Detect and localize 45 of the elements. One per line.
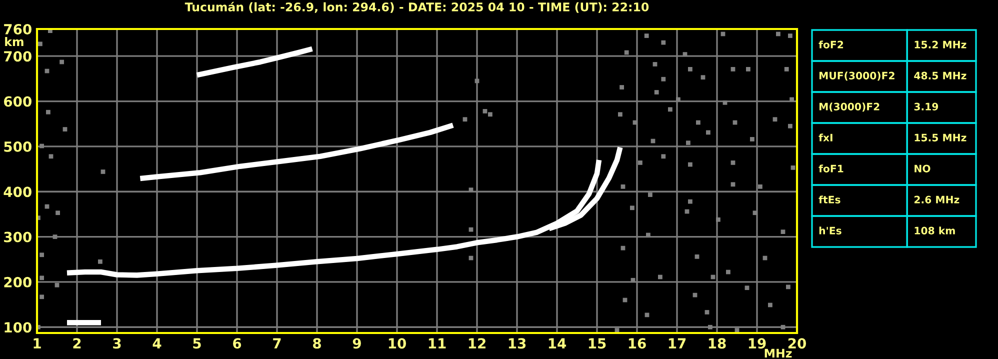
x-tick-label: 20 [788, 338, 806, 349]
x-tick-label: 14 [548, 338, 566, 348]
text: NO [914, 164, 930, 172]
text: ftEs [818, 196, 840, 204]
x-tick-label: 4 [152, 338, 162, 348]
text: h'Es [819, 226, 842, 234]
y-tick-label: 300 [4, 232, 32, 242]
text: 2.6 MHz [914, 196, 960, 204]
text: 108 km [914, 226, 955, 234]
x-tick-label: 17 [668, 338, 686, 348]
x-tick-label: 13 [508, 338, 526, 349]
x-tick-label: 6 [233, 338, 242, 349]
x-tick-label: 19 [748, 338, 766, 349]
text: 48.5 MHz [914, 72, 966, 80]
x-tick-label: 5 [193, 338, 201, 349]
x-tick-label: 12 [468, 338, 486, 348]
text: MUF(3000)F2 [819, 72, 894, 81]
x-tick-label: 7 [273, 338, 281, 348]
text: M(3000)F2 [819, 102, 880, 112]
y-tick-label: 500 [4, 141, 32, 152]
x-tick-label: 18 [708, 338, 726, 349]
chart-title: Tucumán (lat: -26.9, lon: 294.6) - DATE: 2025 04 10 - TIME (UT): 22:10 [184, 2, 649, 13]
text: 3.19 [914, 102, 938, 110]
y-tick-label: 100 [4, 322, 32, 333]
y-tick-label: 200 [4, 276, 32, 288]
y-tick-label: 600 [4, 96, 32, 107]
x-tick-label: 10 [388, 338, 406, 349]
x-axis-title: MHz [764, 348, 792, 358]
x-tick-label: 1 [34, 338, 41, 348]
text: fxI [818, 134, 832, 142]
x-tick-label: 9 [352, 338, 361, 349]
text: 15.5 MHz [914, 134, 966, 142]
x-tick-label: 3 [113, 338, 121, 349]
x-tick-label: 16 [628, 338, 646, 349]
x-tick-label: 11 [428, 338, 446, 348]
x-tick-label: 8 [313, 338, 321, 349]
y-tick-label: 700 [4, 51, 32, 62]
x-tick-label: 15 [588, 338, 606, 349]
text: 15.2 MHz [914, 40, 966, 48]
x-tick-label: 2 [73, 338, 81, 348]
y-tick-label: 760 [4, 24, 32, 34]
y-axis-title: km [5, 36, 24, 46]
text: foF2 [818, 40, 844, 48]
text: foF1 [818, 164, 844, 172]
y-tick-label: 400 [4, 186, 32, 198]
